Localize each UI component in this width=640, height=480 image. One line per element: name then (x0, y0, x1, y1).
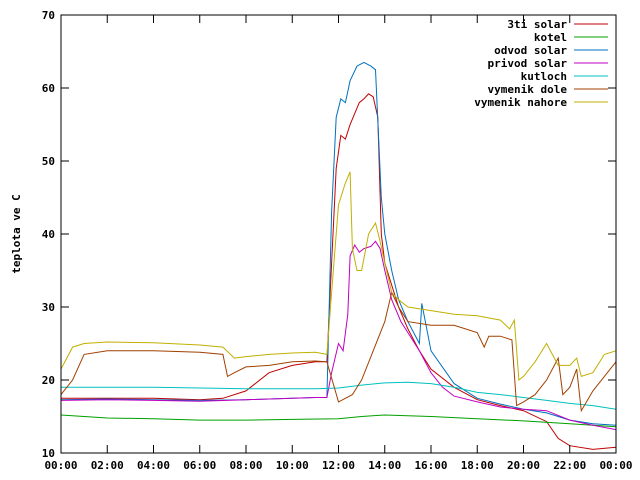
legend-label: odvod solar (494, 44, 567, 57)
x-tick-label: 06:00 (183, 459, 216, 472)
legend-label: vymenik nahore (474, 96, 567, 109)
legend-label: kutloch (521, 70, 567, 83)
series-layer (60, 61, 617, 450)
x-tick-label: 10:00 (276, 459, 309, 472)
y-axis-label: teplota ve C (10, 194, 23, 273)
legend-label: 3ti solar (507, 18, 567, 31)
legend-label: privod solar (488, 57, 568, 70)
x-tick-label: 12:00 (322, 459, 355, 472)
y-tick-label: 20 (42, 374, 55, 387)
x-tick-label: 04:00 (137, 459, 170, 472)
y-tick-label: 40 (42, 228, 55, 241)
x-tick-label: 16:00 (414, 459, 447, 472)
series-line-kotel (60, 414, 617, 428)
x-tick-label: 14:00 (368, 459, 401, 472)
series-line-kutloch (61, 381, 617, 410)
x-tick-label: 18:00 (461, 459, 494, 472)
x-tick-label: 08:00 (229, 459, 262, 472)
y-tick-label: 60 (42, 82, 55, 95)
y-tick-label: 30 (42, 301, 55, 314)
legend-label: vymenik dole (488, 83, 568, 96)
series-line-3ti-solar (61, 93, 617, 450)
y-tick-label: 50 (42, 155, 55, 168)
x-tick-label: 00:00 (599, 459, 632, 472)
y-tick-label: 70 (42, 9, 55, 22)
x-tick-label: 02:00 (91, 459, 124, 472)
y-tick-label: 10 (42, 447, 55, 460)
series-line-privod-solar (60, 240, 617, 431)
x-tick-label: 00:00 (44, 459, 77, 472)
x-tick-label: 20:00 (507, 459, 540, 472)
series-line-vymenik-nahore (60, 171, 617, 381)
x-tick-label: 22:00 (553, 459, 586, 472)
ticks-layer: 10 20 30 40 50 60 70 00:00 02:00 04:00 06:00 08:00 1… (42, 9, 633, 472)
legend-label: kotel (534, 31, 567, 44)
